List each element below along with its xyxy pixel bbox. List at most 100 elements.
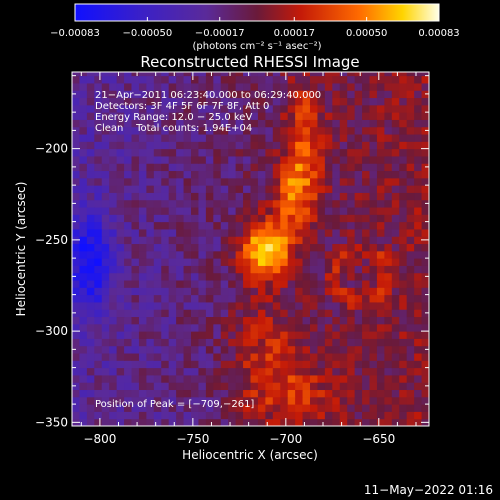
heatmap-cell: [287, 265, 296, 274]
heatmap-cell: [287, 250, 296, 259]
heatmap-cell: [213, 199, 222, 208]
heatmap-cell: [406, 72, 415, 77]
heatmap-cell: [332, 309, 341, 318]
heatmap-cell: [280, 126, 289, 135]
heatmap-cell: [94, 214, 103, 223]
heatmap-cell: [287, 141, 296, 150]
heatmap-cell: [280, 374, 289, 383]
heatmap-cell: [280, 185, 289, 193]
heatmap-cell: [310, 228, 318, 237]
heatmap-cell: [168, 250, 177, 259]
heatmap-cell: [235, 185, 244, 193]
heatmap-cell: [354, 301, 363, 310]
heatmap-cell: [161, 90, 170, 99]
heatmap-cell: [72, 389, 80, 398]
heatmap-cell: [302, 243, 311, 252]
heatmap-cell: [176, 396, 185, 405]
heatmap-cell: [414, 250, 423, 259]
heatmap-cell: [176, 199, 185, 208]
heatmap-cell: [72, 338, 80, 347]
heatmap-cell: [376, 97, 385, 106]
heatmap-cell: [354, 382, 363, 391]
heatmap-cell: [287, 287, 296, 296]
heatmap-cell: [310, 353, 318, 361]
heatmap-cell: [250, 287, 259, 296]
heatmap-cell: [272, 316, 281, 325]
heatmap-cell: [198, 75, 207, 84]
heatmap-cell: [116, 309, 125, 318]
heatmap-cell: [362, 338, 370, 347]
heatmap-cell: [138, 345, 147, 354]
heatmap-cell: [116, 367, 125, 376]
heatmap-cell: [146, 199, 155, 208]
heatmap-cell: [138, 353, 147, 361]
heatmap-cell: [161, 272, 170, 281]
heatmap-cell: [94, 185, 103, 193]
heatmap-cell: [287, 353, 296, 361]
heatmap-cell: [280, 265, 289, 274]
heatmap-cell: [302, 353, 311, 361]
heatmap-cell: [310, 90, 318, 99]
heatmap-cell: [176, 177, 185, 186]
heatmap-cell: [324, 345, 333, 354]
heatmap-cell: [376, 280, 385, 288]
heatmap-cell: [302, 287, 311, 296]
heatmap-cell: [243, 192, 251, 201]
heatmap-cell: [280, 134, 289, 142]
heatmap-cell: [153, 250, 162, 259]
heatmap-cell: [109, 170, 118, 179]
heatmap-cell: [272, 134, 281, 142]
heatmap-cell: [124, 367, 132, 376]
heatmap-cell: [198, 104, 207, 113]
heatmap-cell: [354, 199, 363, 208]
heatmap-cell: [362, 331, 370, 339]
heatmap-cell: [101, 97, 110, 106]
heatmap-cell: [257, 126, 266, 135]
heatmap-cell: [72, 301, 80, 310]
heatmap-cell: [94, 345, 103, 354]
heatmap-cell: [94, 112, 103, 120]
heatmap-cell: [287, 331, 296, 339]
heatmap-cell: [79, 316, 88, 325]
heatmap-cell: [257, 301, 266, 310]
heatmap-cell: [421, 250, 429, 259]
heatmap-cell: [376, 258, 385, 266]
heatmap-cell: [86, 82, 95, 91]
heatmap-cell: [79, 418, 88, 426]
heatmap-cell: [235, 82, 244, 91]
heatmap-cell: [287, 185, 296, 193]
heatmap-cell: [228, 250, 237, 259]
heatmap-cell: [198, 287, 207, 296]
heatmap-cell: [176, 221, 185, 230]
heatmap-cell: [153, 294, 162, 303]
heatmap-cell: [391, 72, 400, 77]
heatmap-cell: [317, 134, 326, 142]
heatmap-cell: [332, 280, 341, 288]
heatmap-cell: [347, 360, 356, 369]
heatmap-cell: [265, 119, 274, 128]
heatmap-cell: [191, 90, 199, 99]
heatmap-cell: [220, 360, 229, 369]
heatmap-cell: [317, 228, 326, 237]
heatmap-cell: [280, 97, 289, 106]
heatmap-cell: [339, 323, 348, 332]
heatmap-cell: [191, 214, 199, 223]
heatmap-cell: [317, 112, 326, 120]
heatmap-cell: [86, 72, 95, 77]
heatmap-cell: [116, 72, 125, 77]
heatmap-cell: [124, 323, 132, 332]
heatmap-cell: [250, 75, 259, 84]
heatmap-cell: [72, 75, 80, 84]
heatmap-cell: [414, 236, 423, 245]
heatmap-cell: [369, 82, 378, 91]
heatmap-cell: [250, 294, 259, 303]
heatmap-cell: [287, 163, 296, 172]
heatmap-cell: [257, 272, 266, 281]
heatmap-cell: [191, 404, 199, 412]
heatmap-cell: [101, 75, 110, 84]
heatmap-cell: [339, 214, 348, 223]
heatmap-cell: [243, 374, 251, 383]
heatmap-cell: [243, 119, 251, 128]
heatmap-cell: [176, 316, 185, 325]
heatmap-cell: [272, 221, 281, 230]
